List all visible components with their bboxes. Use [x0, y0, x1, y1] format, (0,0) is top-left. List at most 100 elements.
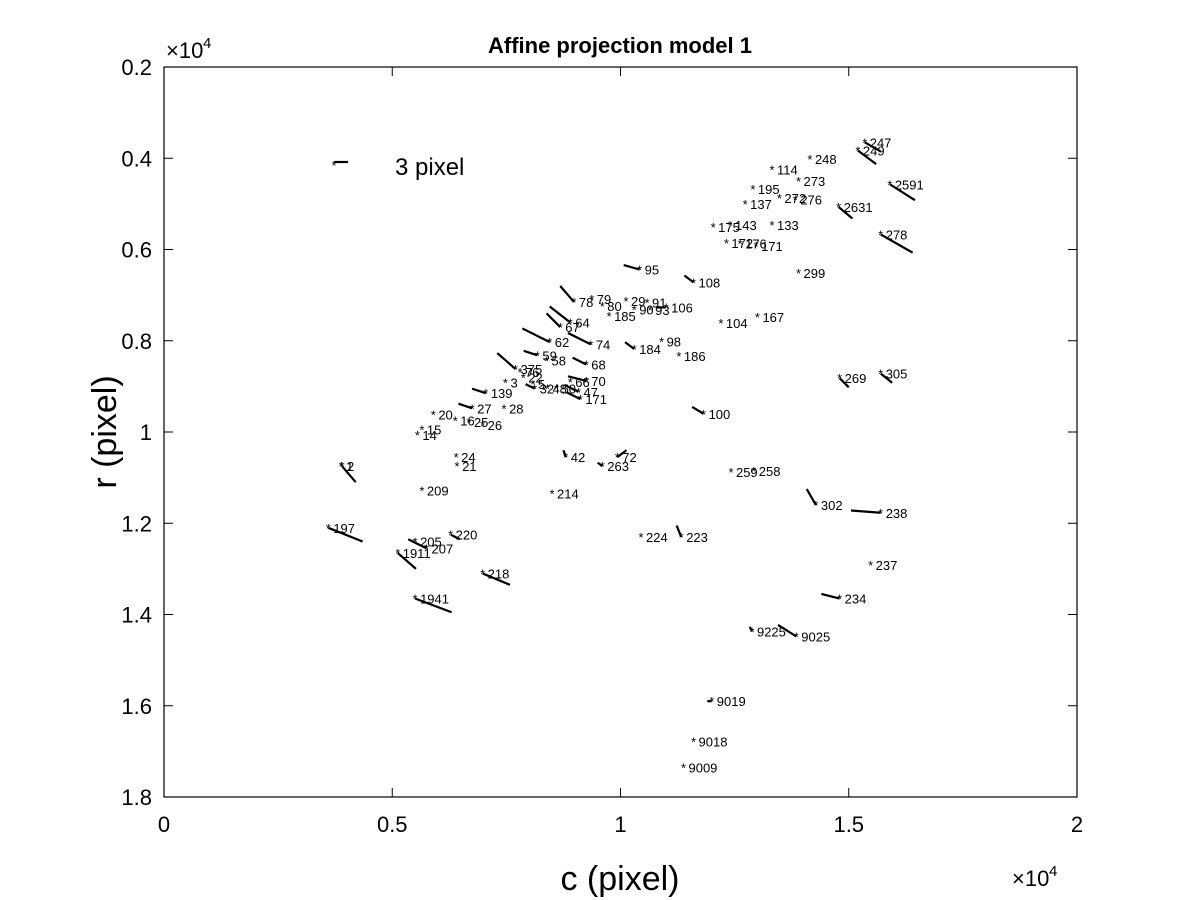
data-point-group: * 59	[523, 348, 557, 363]
data-point-group: * 78	[559, 285, 593, 310]
point-marker: *	[571, 295, 576, 310]
point-label: 27	[477, 401, 491, 416]
data-point-group: * 47	[564, 384, 598, 400]
x-axis-ticks: 0 0.5 1 1.5 2	[158, 67, 1083, 837]
y-tick-label: 1.8	[121, 785, 152, 810]
point-label: 205	[420, 535, 442, 550]
point-label: 223	[686, 530, 708, 545]
point-label: 47	[584, 385, 598, 400]
point-marker: *	[513, 362, 518, 377]
point-label: 220	[456, 528, 478, 543]
point-label: 249	[863, 143, 885, 158]
data-point-group: * 9019	[707, 694, 746, 709]
data-point-group: * 269	[837, 371, 866, 389]
point-marker: *	[395, 546, 400, 561]
point-label: 273	[804, 174, 826, 189]
data-point-group: * 108	[683, 274, 720, 290]
point-marker: *	[681, 760, 686, 775]
point-label: 62	[555, 335, 569, 350]
y-axis-exponent: ×10 4	[166, 35, 211, 63]
y-tick-label: 0.4	[121, 146, 152, 171]
point-label: 2631	[844, 200, 873, 215]
data-point-group: * 98	[659, 335, 681, 350]
data-point-group: * 26	[480, 418, 502, 433]
point-marker: *	[724, 236, 729, 251]
residual-vector	[397, 552, 417, 570]
data-point-group: * 76	[518, 365, 540, 380]
data-point-group: * 176	[738, 237, 767, 252]
point-label: 276	[800, 192, 822, 207]
y-tick-label: 0.2	[121, 55, 152, 80]
data-point-group: * 276	[793, 192, 822, 207]
data-point-group: * 172	[724, 236, 753, 251]
point-label: 100	[709, 407, 731, 422]
data-point-group: * 22	[521, 370, 543, 385]
data-point-group: * 220	[448, 528, 477, 543]
data-point-group: * 29	[623, 294, 645, 309]
point-marker: *	[664, 300, 669, 315]
point-label: 114	[777, 163, 798, 178]
point-marker: *	[623, 294, 628, 309]
point-marker: *	[878, 367, 883, 382]
point-marker: *	[576, 385, 581, 400]
point-marker: *	[637, 263, 642, 278]
point-marker: *	[793, 192, 798, 207]
point-marker: *	[424, 541, 429, 556]
data-point-group: * 114	[770, 163, 798, 178]
data-point-group: * 234	[821, 592, 866, 607]
residual-vector	[407, 538, 427, 550]
residual-vector	[341, 465, 357, 483]
data-point-group: * 3	[503, 376, 518, 391]
point-label: 32	[540, 382, 554, 397]
point-label: 78	[579, 295, 593, 310]
data-point-group: * 186	[676, 349, 705, 364]
y-axis-ticks: 0.2 0.4 0.6 0.8 1 1.2 1.4 1.6 1.8	[121, 55, 1077, 810]
point-marker: *	[728, 465, 733, 480]
point-label: 248	[815, 152, 837, 167]
data-point-group: * 9009	[681, 760, 717, 775]
residual-vector	[545, 312, 562, 328]
point-label: 302	[821, 498, 843, 513]
point-label: 42	[571, 450, 585, 465]
point-marker: *	[837, 592, 842, 607]
point-label: 21	[462, 459, 476, 474]
point-label: 67	[565, 320, 579, 335]
residual-vector	[496, 352, 517, 370]
point-marker: *	[751, 464, 756, 479]
data-point-group: * 238	[850, 506, 907, 521]
data-point-group: * 42	[562, 449, 585, 465]
residual-vector	[880, 233, 914, 254]
data-point-group: * 2	[340, 459, 357, 483]
point-marker: *	[588, 337, 593, 352]
data-point-group: * 273	[796, 174, 825, 189]
data-point-group: * 237	[868, 558, 897, 573]
x-tick-label: 1.5	[833, 812, 864, 837]
point-marker: *	[545, 382, 550, 397]
point-label: 93	[655, 303, 669, 318]
residual-vector	[567, 332, 592, 346]
data-point-group: * 185	[607, 309, 636, 324]
point-marker: *	[453, 414, 458, 429]
data-point-group: * 5	[530, 377, 545, 392]
point-label: 171	[585, 392, 607, 407]
point-label: 15	[427, 423, 441, 438]
point-label: 137	[750, 197, 772, 212]
data-point-group: * 175	[711, 220, 740, 235]
point-marker: *	[600, 459, 605, 474]
point-label: 58	[552, 353, 566, 368]
point-marker: *	[578, 392, 583, 407]
point-label: 197	[333, 521, 355, 536]
point-marker: *	[728, 218, 733, 233]
point-marker: *	[589, 292, 594, 307]
point-label: 59	[542, 348, 556, 363]
point-label: 106	[671, 300, 693, 315]
residual-vector	[624, 341, 635, 350]
residual-vector	[523, 349, 538, 357]
residual-vector	[821, 592, 840, 600]
data-point-group: * 137	[743, 197, 772, 212]
point-label: 25	[474, 415, 488, 430]
x-axis-exponent-value: 4	[1049, 863, 1057, 880]
data-point-group: * 25	[466, 415, 488, 430]
x-tick-label: 0.5	[377, 812, 408, 837]
point-marker: *	[632, 302, 637, 317]
